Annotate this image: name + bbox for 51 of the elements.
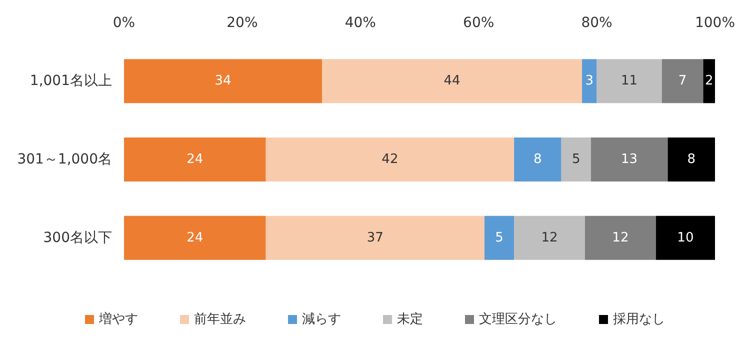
- bar: [590, 138, 668, 182]
- legend-label: 未定: [397, 312, 423, 327]
- y-tick-label: 301～1,000名: [17, 152, 112, 168]
- bar: [656, 216, 715, 260]
- data-label: 34: [214, 74, 232, 89]
- legend-label: 減らす: [302, 312, 341, 327]
- data-label: 12: [612, 230, 629, 246]
- x-tick-label: 80%: [581, 15, 612, 31]
- data-label: 8: [687, 152, 696, 167]
- data-label: 3: [585, 74, 594, 89]
- data-label: 13: [621, 152, 638, 167]
- x-tick-label: 20%: [226, 15, 258, 31]
- data-label: 44: [444, 74, 460, 89]
- bar: [266, 138, 514, 182]
- bar: [668, 138, 715, 182]
- x-tick-label: 100%: [694, 15, 736, 31]
- data-label: 37: [366, 230, 384, 246]
- bar: [703, 59, 715, 104]
- data-label: 2: [704, 74, 714, 89]
- bar: [514, 138, 562, 182]
- legend-label: 前年並み: [194, 312, 246, 327]
- x-tick-label: 60%: [463, 15, 494, 31]
- data-label: 11: [621, 74, 638, 89]
- legend-label: 増やす: [98, 311, 138, 327]
- x-tick-label: 40%: [344, 15, 376, 31]
- bar: [584, 216, 656, 260]
- data-label: 5: [495, 230, 504, 246]
- bar: [484, 216, 514, 260]
- data-label: 5: [572, 152, 580, 167]
- data-label: 8: [534, 152, 542, 167]
- bar: [514, 216, 585, 260]
- x-tick-label: 0%: [112, 15, 136, 31]
- data-label: 24: [186, 230, 204, 246]
- data-label: 12: [541, 230, 558, 246]
- bar: [124, 216, 266, 260]
- bar: [596, 59, 662, 104]
- y-tick-label: 300名以下: [43, 230, 112, 246]
- bar: [266, 216, 485, 260]
- legend-label: 採用なし: [613, 312, 665, 327]
- bar: [561, 138, 591, 182]
- data-label: 24: [186, 152, 204, 167]
- bar: [322, 59, 582, 104]
- data-label: 7: [678, 74, 687, 89]
- y-tick-label: 1,001名以上: [30, 73, 112, 90]
- data-label: 42: [382, 152, 398, 167]
- bar: [582, 59, 597, 104]
- data-label: 10: [677, 230, 694, 246]
- bar: [124, 59, 322, 104]
- legend-label: 文理区分なし: [479, 312, 557, 327]
- bar: [662, 59, 704, 104]
- bar: [124, 138, 266, 182]
